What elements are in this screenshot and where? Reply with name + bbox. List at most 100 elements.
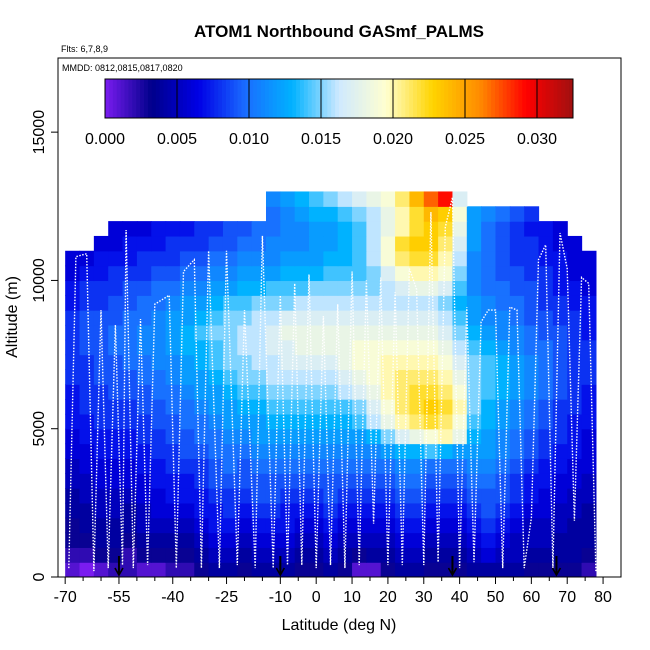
heatmap-cell bbox=[93, 324, 109, 341]
heatmap-cell bbox=[552, 280, 568, 296]
heatmap-cell bbox=[524, 443, 540, 459]
heatmap-cell bbox=[237, 250, 253, 267]
heatmap-cell bbox=[366, 399, 382, 415]
chart-title: ATOM1 Northbound GASmf_PALMS bbox=[194, 22, 484, 41]
heatmap-cell bbox=[481, 502, 497, 519]
heatmap-cell bbox=[452, 384, 468, 400]
heatmap-cell bbox=[567, 339, 583, 356]
heatmap-cell bbox=[309, 413, 324, 430]
heatmap-cell bbox=[352, 517, 367, 534]
plot-frame bbox=[57, 57, 622, 578]
heatmap-cell bbox=[165, 428, 181, 445]
heatmap-cell bbox=[452, 473, 468, 489]
heatmap-cell bbox=[222, 339, 238, 356]
heatmap-cell bbox=[165, 532, 181, 548]
heatmap-cell bbox=[222, 384, 238, 400]
heatmap-cell bbox=[366, 324, 382, 341]
heatmap-cell bbox=[93, 413, 109, 430]
colorbar-cell bbox=[354, 79, 359, 118]
heatmap-cell bbox=[337, 399, 353, 415]
heatmap-cell bbox=[136, 399, 152, 415]
heatmap-cell bbox=[509, 488, 525, 504]
heatmap-cell bbox=[194, 502, 210, 519]
colorbar-cell bbox=[498, 79, 504, 118]
colorbar-cell bbox=[194, 79, 200, 118]
heatmap-cell bbox=[438, 458, 454, 474]
heatmap-cell bbox=[581, 547, 597, 563]
heatmap-cell bbox=[567, 562, 583, 577]
heatmap-cell bbox=[395, 562, 411, 577]
y-tick-label: 15000 bbox=[31, 110, 48, 155]
heatmap-cell bbox=[452, 280, 468, 296]
heatmap-cell bbox=[423, 324, 439, 341]
heatmap-cell bbox=[337, 250, 353, 267]
x-tick-label: -10 bbox=[269, 589, 292, 606]
heatmap-cell bbox=[251, 443, 267, 459]
heatmap-cell bbox=[352, 265, 367, 282]
heatmap-cell bbox=[352, 458, 367, 474]
heatmap-cell bbox=[380, 428, 396, 445]
heatmap-cell bbox=[122, 488, 138, 504]
heatmap-cell bbox=[337, 517, 353, 534]
heatmap-cell bbox=[509, 399, 525, 415]
heatmap-cell bbox=[208, 443, 224, 459]
heatmap-cell bbox=[323, 502, 339, 519]
heatmap-cell bbox=[552, 339, 568, 356]
heatmap-cell bbox=[208, 354, 224, 370]
heatmap-cell bbox=[466, 547, 482, 563]
heatmap-cell bbox=[309, 562, 324, 577]
heatmap-cell bbox=[179, 280, 195, 296]
heatmap-cell bbox=[581, 384, 597, 400]
colorbar-tick-label: 0.010 bbox=[229, 131, 269, 148]
heatmap bbox=[65, 191, 597, 577]
heatmap-cell bbox=[294, 280, 310, 296]
heatmap-cell bbox=[265, 369, 281, 385]
heatmap-cell bbox=[237, 354, 253, 370]
heatmap-cell bbox=[352, 235, 367, 252]
heatmap-cell bbox=[337, 206, 353, 222]
heatmap-cell bbox=[222, 428, 238, 445]
heatmap-cell bbox=[151, 473, 167, 489]
heatmap-cell bbox=[509, 502, 525, 519]
heatmap-cell bbox=[280, 280, 296, 296]
heatmap-cell bbox=[136, 413, 152, 430]
heatmap-cell bbox=[337, 235, 353, 252]
heatmap-cell bbox=[380, 235, 396, 252]
heatmap-cell bbox=[567, 324, 583, 341]
heatmap-cell bbox=[395, 221, 411, 237]
heatmap-cell bbox=[495, 502, 511, 519]
heatmap-cell bbox=[280, 458, 296, 474]
colorbar-cell bbox=[128, 79, 133, 118]
heatmap-cell bbox=[136, 265, 152, 282]
x-tick-label: -25 bbox=[215, 589, 238, 606]
colorbar-cell bbox=[229, 79, 235, 118]
heatmap-cell bbox=[538, 295, 554, 311]
colorbar-cell bbox=[222, 79, 227, 118]
heatmap-cell bbox=[567, 280, 583, 296]
heatmap-cell bbox=[337, 280, 353, 296]
heatmap-cell bbox=[366, 206, 382, 222]
heatmap-cell bbox=[409, 399, 425, 415]
heatmap-cell bbox=[423, 517, 439, 534]
heatmap-cell bbox=[581, 428, 597, 445]
heatmap-cell bbox=[265, 265, 281, 282]
heatmap-cell bbox=[237, 235, 253, 252]
heatmap-cell bbox=[352, 191, 367, 207]
heatmap-cell bbox=[366, 250, 382, 267]
heatmap-cell bbox=[581, 443, 597, 459]
heatmap-cell bbox=[136, 547, 152, 563]
heatmap-cell bbox=[395, 310, 411, 326]
heatmap-cell bbox=[524, 295, 540, 311]
heatmap-cell bbox=[567, 547, 583, 563]
heatmap-cell bbox=[136, 384, 152, 400]
heatmap-cell bbox=[179, 250, 195, 267]
heatmap-cell bbox=[309, 295, 324, 311]
heatmap-cell bbox=[581, 265, 597, 282]
heatmap-cell bbox=[567, 532, 583, 548]
heatmap-cell bbox=[280, 310, 296, 326]
heatmap-cell bbox=[280, 517, 296, 534]
colorbar-cell bbox=[300, 79, 305, 118]
heatmap-cell bbox=[108, 295, 124, 311]
colorbar-cell bbox=[105, 79, 110, 118]
heatmap-cell bbox=[93, 532, 109, 548]
